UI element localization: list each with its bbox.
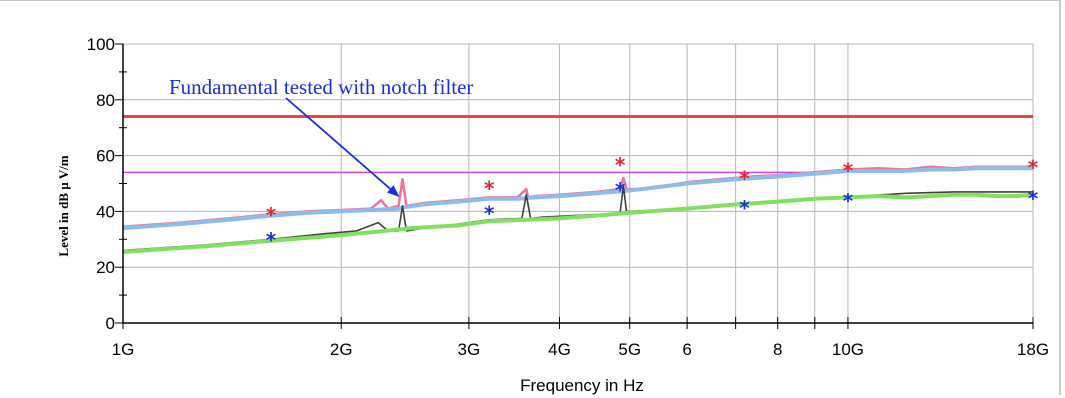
y-axis-title: Level in dB µ V/m (56, 155, 71, 256)
y-tick-label: 20 (96, 258, 115, 277)
marker-asterisk: * (843, 158, 854, 182)
x-axis-title: Frequency in Hz (520, 376, 644, 395)
x-tick-label: 2G (330, 340, 353, 359)
x-tick-label: 10G (832, 340, 864, 359)
x-tick-label: 6 (682, 340, 691, 359)
x-tick-label: 5G (618, 340, 641, 359)
marker-asterisk: * (266, 228, 277, 252)
marker-asterisk: * (266, 203, 277, 227)
series-line (123, 195, 1033, 252)
y-tick-label: 0 (106, 314, 115, 333)
marker-asterisk: * (739, 167, 750, 191)
marker-asterisk: * (615, 153, 626, 177)
marker-asterisk: * (484, 177, 495, 201)
x-tick-label: 3G (458, 340, 481, 359)
x-tick-label: 4G (548, 340, 571, 359)
marker-asterisk: * (615, 178, 626, 202)
y-tick-label: 60 (96, 147, 115, 166)
y-tick-label: 40 (96, 202, 115, 221)
y-tick-label: 80 (96, 91, 115, 110)
marker-asterisk: * (1028, 156, 1039, 180)
limit-lines (123, 117, 1033, 173)
annotation-text: Fundamental tested with notch filter (169, 75, 473, 99)
y-tick-label: 100 (87, 35, 115, 54)
annotation: Fundamental tested with notch filter (169, 75, 473, 196)
marker-asterisk: * (1028, 186, 1039, 210)
x-tick-label: 8 (773, 340, 782, 359)
x-tick-label: 1G (112, 340, 135, 359)
x-tick-label: 18G (1017, 340, 1049, 359)
marker-asterisk: * (739, 196, 750, 220)
marker-asterisk: * (843, 189, 854, 213)
series-lines (123, 167, 1033, 252)
marker-asterisk: * (484, 202, 495, 226)
annotation-arrow (286, 98, 399, 196)
